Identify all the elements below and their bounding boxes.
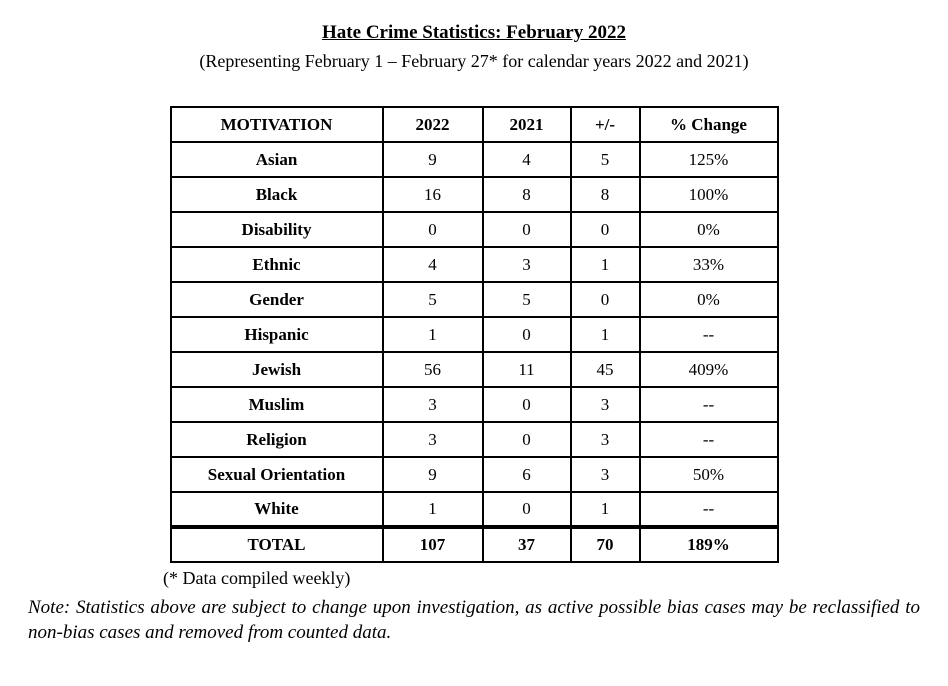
- table-header-row: MOTIVATION 2022 2021 +/- % Change: [169, 106, 779, 144]
- table-row: Sexual Orientation 9 6 3 50%: [169, 456, 779, 494]
- page-title: Hate Crime Statistics: February 2022: [322, 22, 626, 43]
- value-cell: 11: [481, 351, 572, 389]
- motivation-cell: Sexual Orientation: [169, 456, 384, 494]
- value-cell: 8: [569, 176, 641, 214]
- table-row: Religion 3 0 3 --: [169, 421, 779, 459]
- value-cell: 100%: [638, 176, 779, 214]
- value-cell: 5: [481, 281, 572, 319]
- value-cell: 50%: [638, 456, 779, 494]
- value-cell: 4: [481, 141, 572, 179]
- value-cell: 0: [569, 281, 641, 319]
- value-cell: 1: [381, 491, 484, 529]
- value-cell: 45: [569, 351, 641, 389]
- value-cell: 0: [481, 316, 572, 354]
- table-body: Asian 9 4 5 125% Black 16 8 8 100% Disability 0 0 0 0%…: [169, 141, 779, 529]
- value-cell: --: [638, 316, 779, 354]
- value-cell: 9: [381, 456, 484, 494]
- motivation-cell: Jewish: [169, 351, 384, 389]
- value-cell: 4: [381, 246, 484, 284]
- motivation-cell: Black: [169, 176, 384, 214]
- total-2022-cell: 107: [381, 525, 484, 564]
- value-cell: 3: [569, 421, 641, 459]
- motivation-cell: Ethnic: [169, 246, 384, 284]
- value-cell: 0: [381, 211, 484, 249]
- value-cell: 3: [569, 386, 641, 424]
- motivation-cell: Disability: [169, 211, 384, 249]
- value-cell: 0%: [638, 281, 779, 319]
- value-cell: 16: [381, 176, 484, 214]
- table-row: White 1 0 1 --: [169, 491, 779, 529]
- table-row: Muslim 3 0 3 --: [169, 386, 779, 424]
- value-cell: 33%: [638, 246, 779, 284]
- table-row: Disability 0 0 0 0%: [169, 211, 779, 249]
- motivation-cell: White: [169, 491, 384, 529]
- table-row: Gender 5 5 0 0%: [169, 281, 779, 319]
- value-cell: --: [638, 421, 779, 459]
- header-pct-change: % Change: [638, 106, 779, 144]
- value-cell: 3: [569, 456, 641, 494]
- motivation-cell: Gender: [169, 281, 384, 319]
- reclassification-note: Note: Statistics above are subject to ch…: [28, 596, 920, 644]
- total-pct-cell: 189%: [638, 525, 779, 564]
- motivation-cell: Hispanic: [169, 316, 384, 354]
- value-cell: 1: [569, 246, 641, 284]
- value-cell: 5: [569, 141, 641, 179]
- motivation-cell: Religion: [169, 421, 384, 459]
- table-row: Asian 9 4 5 125%: [169, 141, 779, 179]
- value-cell: 409%: [638, 351, 779, 389]
- motivation-cell: Muslim: [169, 386, 384, 424]
- total-diff-cell: 70: [569, 525, 641, 564]
- table-row: Black 16 8 8 100%: [169, 176, 779, 214]
- header-plus-minus: +/-: [569, 106, 641, 144]
- header-motivation: MOTIVATION: [169, 106, 384, 144]
- data-compiled-footnote: (* Data compiled weekly): [163, 568, 351, 589]
- table-total-row: TOTAL 107 37 70 189%: [169, 525, 779, 564]
- value-cell: 0: [481, 386, 572, 424]
- total-label-cell: TOTAL: [169, 525, 384, 564]
- value-cell: 3: [381, 421, 484, 459]
- stats-table: MOTIVATION 2022 2021 +/- % Change Asian 9…: [169, 106, 779, 564]
- value-cell: --: [638, 386, 779, 424]
- value-cell: 1: [569, 491, 641, 529]
- value-cell: 0: [569, 211, 641, 249]
- value-cell: 3: [481, 246, 572, 284]
- table-row: Jewish 56 11 45 409%: [169, 351, 779, 389]
- header-2022: 2022: [381, 106, 484, 144]
- value-cell: 1: [381, 316, 484, 354]
- value-cell: 6: [481, 456, 572, 494]
- table-row: Ethnic 4 3 1 33%: [169, 246, 779, 284]
- value-cell: 5: [381, 281, 484, 319]
- table-row: Hispanic 1 0 1 --: [169, 316, 779, 354]
- motivation-cell: Asian: [169, 141, 384, 179]
- value-cell: 0: [481, 211, 572, 249]
- value-cell: 3: [381, 386, 484, 424]
- value-cell: 125%: [638, 141, 779, 179]
- value-cell: 0: [481, 491, 572, 529]
- value-cell: 1: [569, 316, 641, 354]
- value-cell: 9: [381, 141, 484, 179]
- value-cell: 56: [381, 351, 484, 389]
- value-cell: 0%: [638, 211, 779, 249]
- page-subtitle: (Representing February 1 – February 27* …: [199, 50, 749, 71]
- total-2021-cell: 37: [481, 525, 572, 564]
- header-2021: 2021: [481, 106, 572, 144]
- value-cell: 0: [481, 421, 572, 459]
- value-cell: 8: [481, 176, 572, 214]
- value-cell: --: [638, 491, 779, 529]
